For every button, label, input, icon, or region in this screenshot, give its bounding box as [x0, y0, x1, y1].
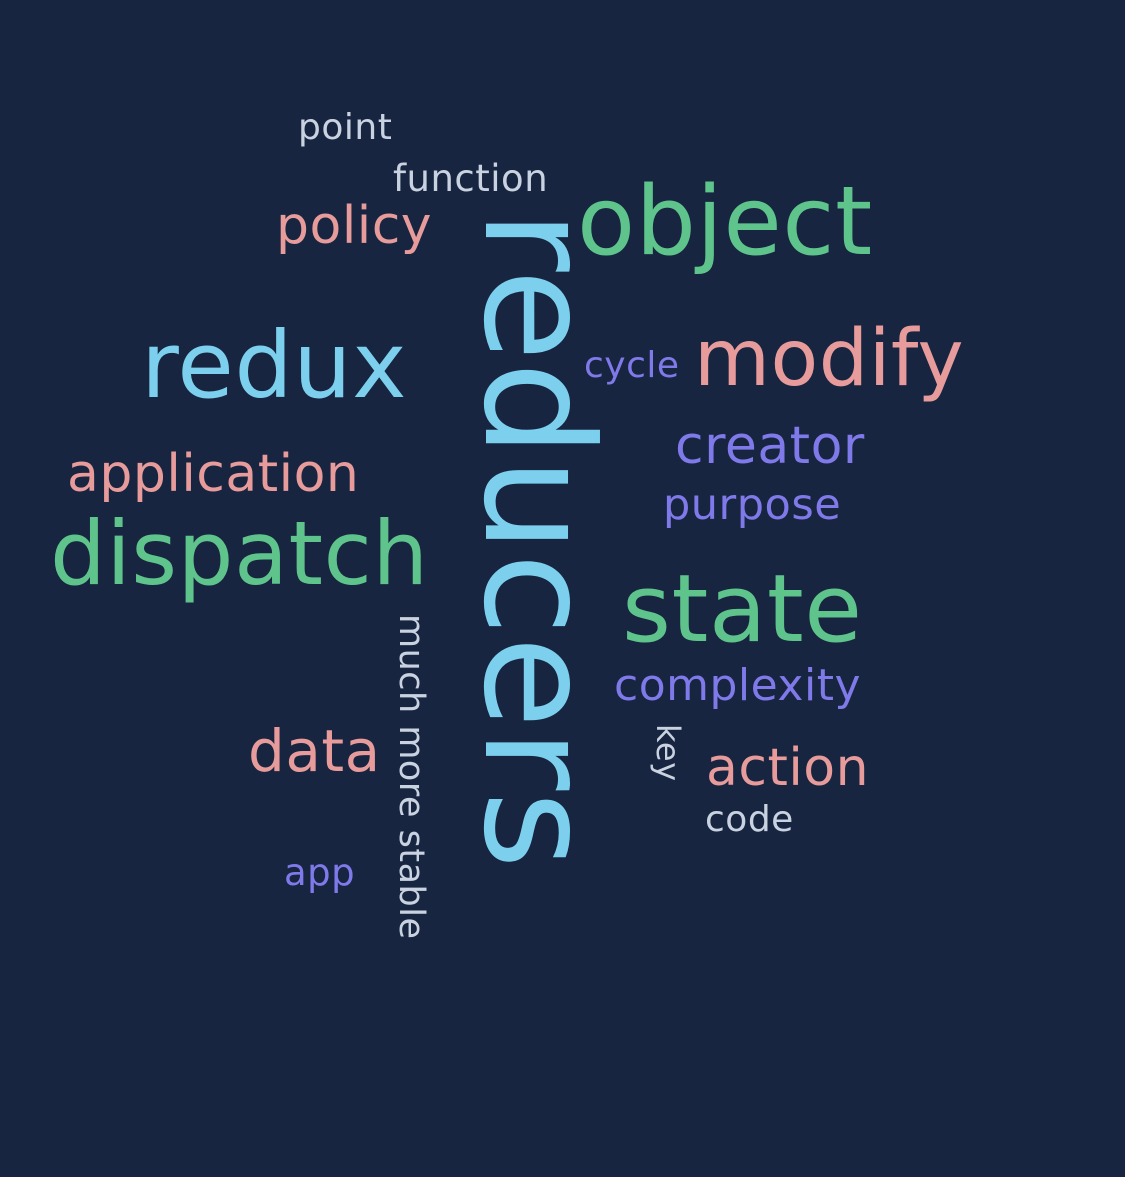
word-modify: modify [694, 314, 965, 404]
word-point: point [298, 107, 393, 148]
word-function: function [393, 157, 549, 200]
word-policy: policy [276, 196, 433, 256]
word-app: app [284, 851, 356, 894]
word-state: state [622, 555, 863, 664]
word-data: data [248, 717, 381, 785]
word-complexity: complexity [614, 660, 861, 711]
word-key: key [649, 724, 687, 782]
word-much-more-stable: much more stable [391, 614, 431, 940]
word-application: application [67, 444, 360, 504]
word-code: code [705, 799, 794, 840]
word-redux: redux [141, 312, 408, 419]
word-object: object [577, 167, 873, 277]
word-purpose: purpose [663, 480, 842, 530]
word-cycle: cycle [584, 345, 680, 386]
word-creator: creator [675, 416, 865, 476]
word-dispatch: dispatch [50, 502, 429, 605]
word-action: action [706, 738, 870, 798]
word-reducers: reducers [450, 210, 624, 870]
